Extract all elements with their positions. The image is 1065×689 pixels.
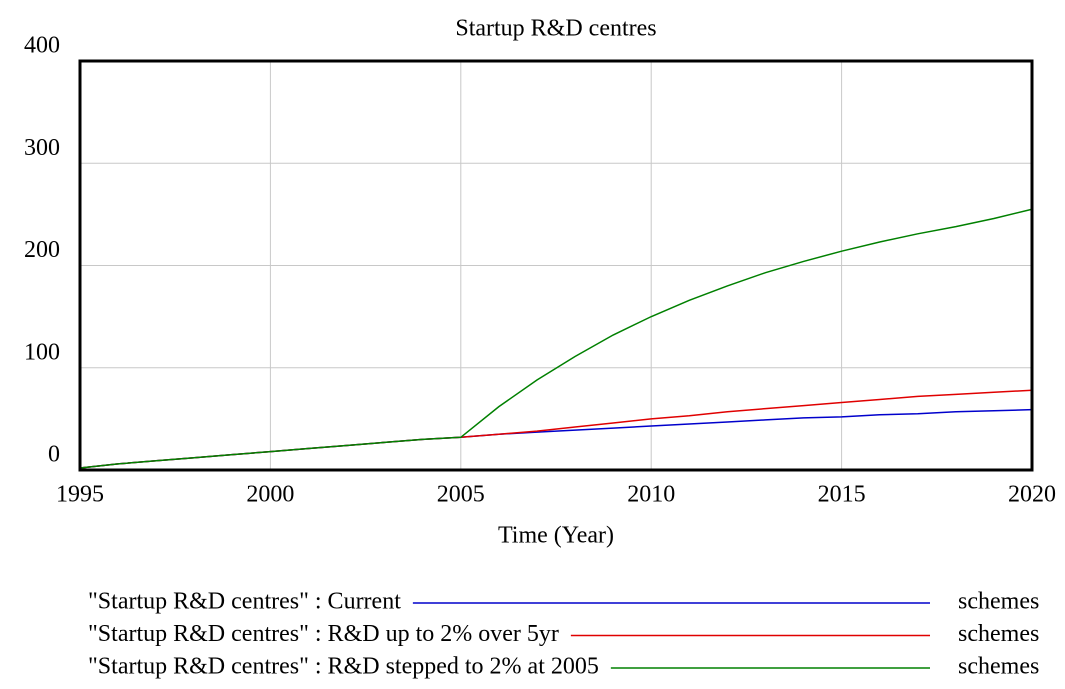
legend-unit: schemes	[958, 589, 1039, 615]
y-tick-label: 100	[24, 339, 60, 365]
y-tick-label: 0	[48, 442, 60, 468]
plot-frame	[78, 59, 1034, 472]
chart-title: Startup R&D centres	[455, 16, 656, 42]
x-tick-label: 2020	[1008, 482, 1056, 508]
legend-label: "Startup R&D centres" : R&D stepped to 2…	[88, 654, 599, 680]
data-line	[79, 389, 1033, 469]
y-tick-label: 300	[24, 135, 60, 161]
x-axis-label: Time (Year)	[498, 523, 614, 549]
x-tick-label: 2000	[246, 482, 294, 508]
x-tick-label: 2010	[627, 482, 675, 508]
y-tick-label: 400	[24, 33, 60, 59]
y-tick-label: 200	[24, 237, 60, 263]
legend-unit: schemes	[958, 621, 1039, 647]
legend-label: "Startup R&D centres" : R&D up to 2% ove…	[88, 621, 559, 647]
x-tick-label: 1995	[56, 482, 104, 508]
x-tick-label: 2015	[818, 482, 866, 508]
x-tick-label: 2005	[437, 482, 485, 508]
data-line	[79, 208, 1033, 469]
legend-unit: schemes	[958, 654, 1039, 680]
legend-label: "Startup R&D centres" : Current	[88, 589, 401, 615]
data-line	[79, 408, 1033, 469]
